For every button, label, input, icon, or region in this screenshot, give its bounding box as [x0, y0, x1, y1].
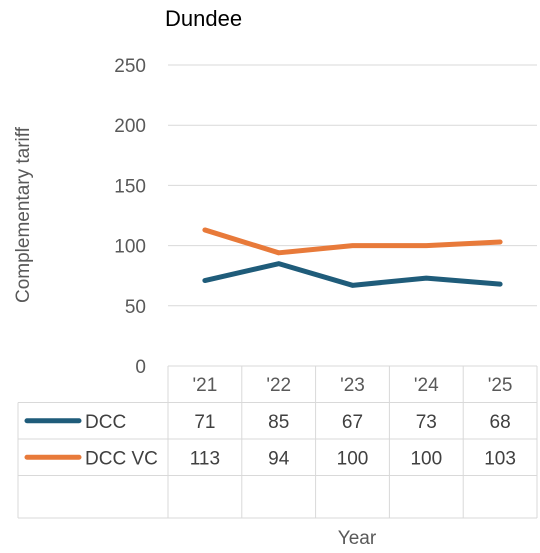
legend-label: DCC: [85, 412, 126, 433]
table-value: 73: [416, 412, 437, 433]
x-tick-label: '22: [266, 375, 291, 396]
chart-title: Dundee: [165, 6, 243, 31]
table-value: 113: [190, 448, 220, 469]
table-value: 100: [337, 448, 369, 469]
y-tick-label: 150: [114, 176, 146, 197]
y-tick-label: 100: [114, 237, 146, 258]
x-tick-label: '24: [414, 375, 439, 396]
table-value: 71: [194, 412, 215, 433]
x-tick-label: '21: [193, 375, 218, 396]
table-value: 68: [490, 412, 511, 433]
y-tick-label: 50: [125, 297, 146, 318]
table-value: 85: [268, 412, 289, 433]
y-tick-label: 0: [135, 357, 146, 378]
legend-label: DCC VC: [85, 448, 158, 469]
table-value: 67: [342, 412, 363, 433]
table-value: 94: [268, 448, 290, 469]
table-value: 100: [410, 448, 442, 469]
x-axis-label: Year: [337, 528, 377, 549]
y-tick-label: 250: [114, 56, 146, 77]
series-line-dcc: [202, 261, 503, 288]
x-tick-label: '25: [488, 375, 513, 396]
table-value: 103: [484, 448, 516, 469]
y-tick-label: 200: [114, 116, 146, 137]
x-tick-label: '23: [340, 375, 365, 396]
series-line-dcc-vc: [202, 227, 503, 256]
